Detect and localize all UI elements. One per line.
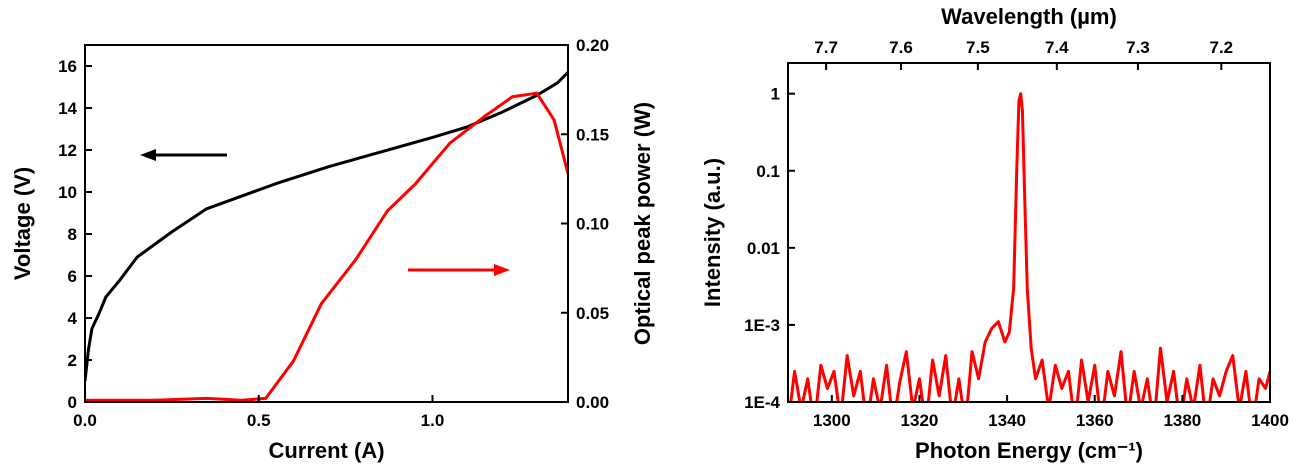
y-tick-label: 0.01 [747, 239, 780, 258]
y-tick-label: 1E-3 [744, 316, 780, 335]
x-tick-label: 0.0 [73, 411, 97, 430]
y-tick-label: 12 [58, 141, 77, 160]
y-tick-label: 0.1 [756, 162, 780, 181]
y-tick-label: 16 [58, 57, 77, 76]
x2-tick-label: 7.2 [1209, 38, 1233, 57]
data-line [789, 92, 1270, 402]
y2-tick-label: 0.20 [576, 36, 609, 55]
annotation-arrows [140, 149, 510, 276]
x2-tick-label: 7.5 [966, 38, 990, 57]
x-tick-label: 1340 [988, 411, 1026, 430]
x-tick-label: 1300 [813, 411, 851, 430]
y2-tick-label: 0.05 [576, 304, 609, 323]
y2-tick-label: 0.15 [576, 125, 609, 144]
data-line [85, 71, 568, 382]
x-tick-label: 1380 [1163, 411, 1201, 430]
y2-axis-title: Optical peak power (W) [630, 102, 655, 345]
y-tick-label: 2 [68, 351, 77, 370]
x-tick-label: 0.5 [247, 411, 271, 430]
y2-tick-label: 0.00 [576, 393, 609, 412]
arrowhead [140, 149, 156, 161]
x2-tick-label: 7.4 [1045, 38, 1069, 57]
plot-frame [84, 44, 569, 403]
y-tick-label: 14 [58, 99, 77, 118]
y2-tick-label: 0.10 [576, 215, 609, 234]
x2-tick-label: 7.7 [814, 38, 838, 57]
x2-tick-label: 7.3 [1126, 38, 1150, 57]
x-tick-label: 1320 [901, 411, 939, 430]
y-tick-label: 0 [68, 393, 77, 412]
x-tick-label: 1360 [1076, 411, 1114, 430]
plot-frame [787, 62, 1271, 403]
arrowhead [494, 264, 510, 276]
plot-lines [85, 71, 568, 402]
y-tick-label: 4 [68, 309, 78, 328]
y-axis-title: Voltage (V) [10, 167, 35, 280]
y-tick-label: 1 [771, 85, 780, 104]
x-axis-title: Current (A) [268, 438, 384, 463]
x2-tick-label: 7.6 [889, 38, 913, 57]
y-tick-label: 1E-4 [744, 393, 780, 412]
y-axis-title: Intensity (a.u.) [700, 158, 725, 307]
plot-lines [789, 92, 1270, 402]
x2-axis-title: Wavelength (µm) [941, 4, 1117, 29]
x-tick-label: 1.0 [421, 411, 445, 430]
data-line [85, 91, 568, 402]
y-tick-label: 8 [68, 225, 77, 244]
y-tick-label: 6 [68, 267, 77, 286]
y-tick-label: 10 [58, 183, 77, 202]
x-tick-label: 1400 [1251, 411, 1289, 430]
x-axis-title: Photon Energy (cm⁻¹) [915, 438, 1143, 463]
